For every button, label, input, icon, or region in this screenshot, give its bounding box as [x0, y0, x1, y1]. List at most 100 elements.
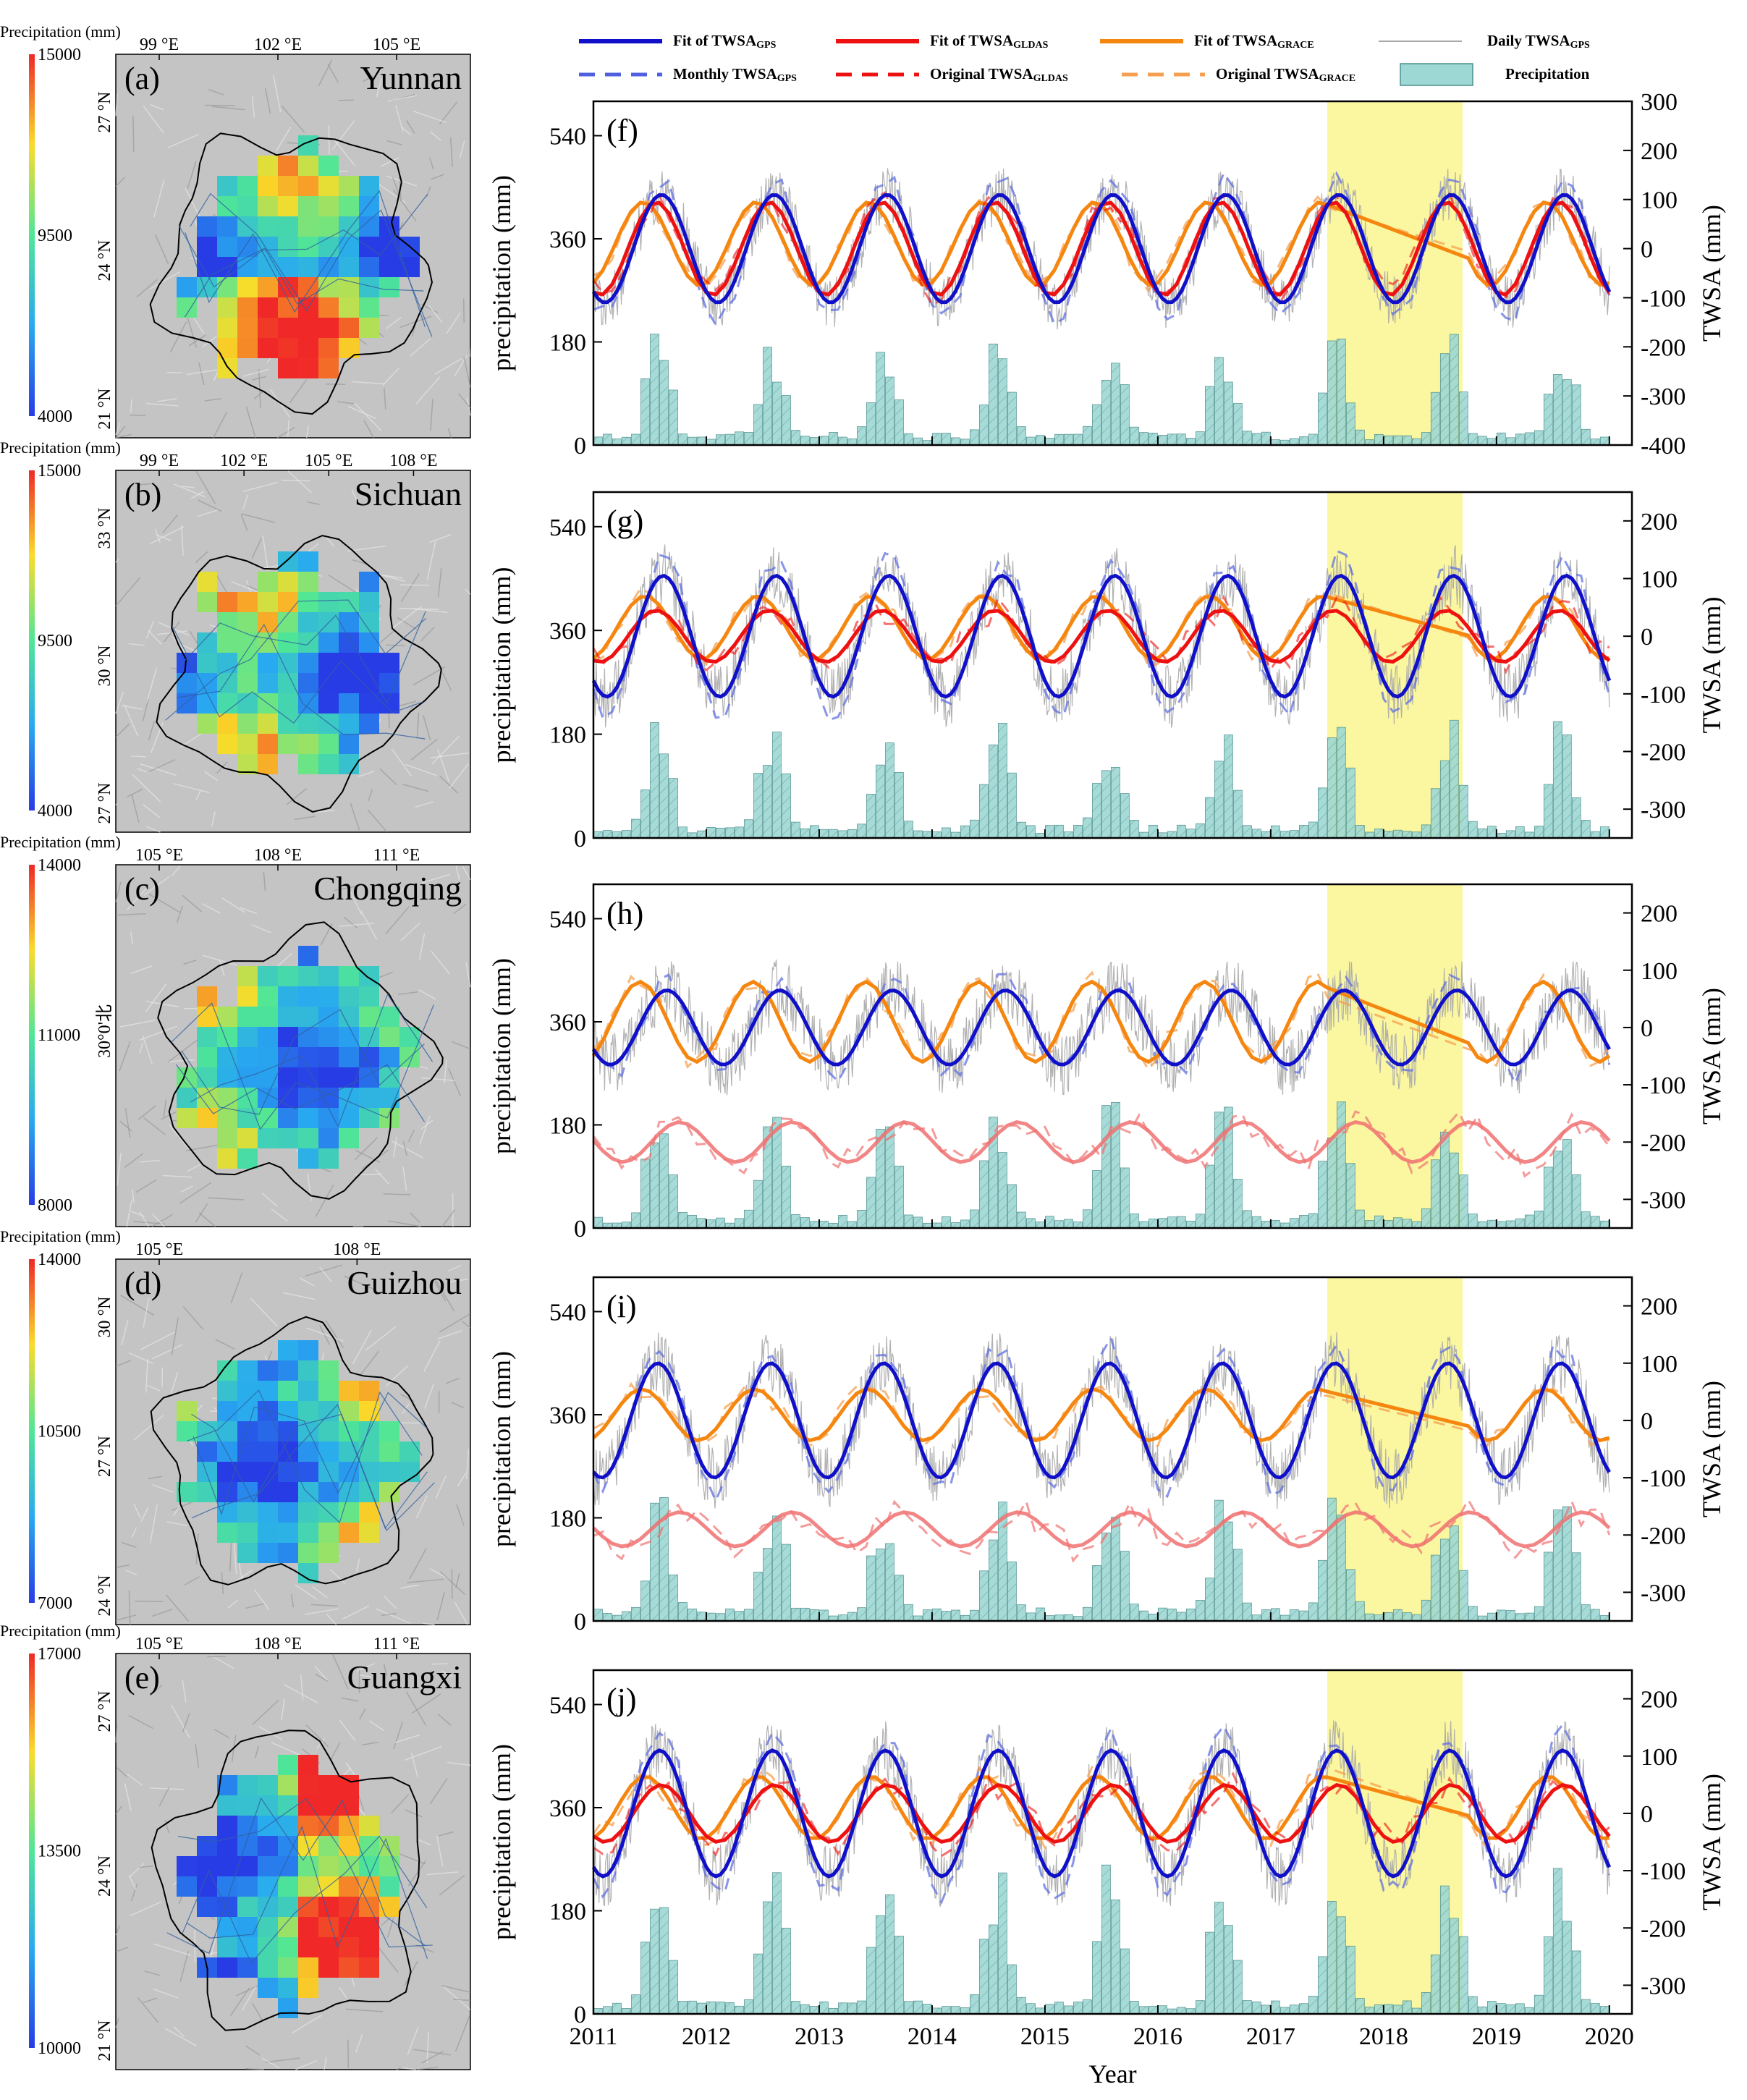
precip-bar [1515, 826, 1525, 839]
precip-grid-cell [298, 1128, 318, 1148]
relief-texture [404, 2067, 417, 2070]
precip-grid-cell [298, 1937, 318, 1957]
precip-bar [1242, 1602, 1252, 1622]
precip-bar [885, 376, 894, 446]
relief-texture [115, 803, 118, 805]
precip-grid-cell [379, 1482, 399, 1502]
relief-texture [429, 1568, 449, 1580]
precip-bar [1458, 1570, 1468, 1622]
relief-texture [115, 577, 141, 606]
precip-grid-cell [237, 1502, 258, 1523]
precip-bar [1392, 829, 1403, 839]
relief-texture [273, 75, 282, 113]
river-line [190, 192, 433, 337]
precip-bar [763, 1901, 772, 2015]
precip-bar [1279, 1614, 1290, 1622]
precip-bar [1158, 1607, 1167, 1622]
relief-texture [124, 1783, 132, 1811]
precip-bar [847, 438, 857, 446]
precip-grid-cell [298, 338, 318, 358]
precip-grid-cell [298, 673, 318, 693]
precip-bar [1186, 1608, 1196, 1622]
precip-bar [810, 437, 819, 446]
precip-grid-cell [197, 1108, 217, 1128]
precip-grid-cell [298, 1381, 318, 1401]
relief-texture [245, 406, 256, 439]
precip-bar [791, 1214, 800, 1229]
precip-grid-cell [217, 1523, 237, 1543]
latitude-tick: 27 °N [96, 1691, 114, 1732]
precip-bar [923, 2004, 932, 2015]
river-line [178, 611, 426, 704]
precip-grid-cell [339, 986, 359, 1007]
precip-bar [650, 1142, 659, 1229]
relief-texture [154, 234, 169, 265]
chart-panel-letter: (f) [606, 113, 638, 148]
precip-bar [753, 1180, 763, 1229]
relief-texture [251, 924, 271, 933]
precip-bar [1524, 1214, 1534, 1229]
relief-texture [138, 1105, 156, 1120]
relief-texture [182, 1680, 187, 1703]
precip-grid-cell [318, 156, 339, 176]
precip-grid-cell [298, 653, 318, 673]
precip-bar [857, 2000, 866, 2015]
relief-texture [388, 1220, 421, 1227]
relief-texture [132, 1221, 166, 1225]
precip-grid-cell [197, 1007, 217, 1027]
precip-bar [1468, 433, 1478, 446]
precip-bar [1223, 381, 1233, 446]
precip-bar [1599, 826, 1609, 839]
relief-texture [143, 804, 161, 818]
precip-grid-cell [237, 673, 258, 693]
precip-bar [744, 819, 753, 839]
relief-texture [182, 486, 195, 488]
relief-texture [188, 334, 206, 347]
precip-bar [678, 826, 688, 839]
relief-texture [139, 1025, 177, 1041]
relief-texture [457, 1472, 467, 1487]
precip-bar [1327, 340, 1337, 446]
precip-grid-cell [278, 1340, 298, 1360]
relief-texture [153, 179, 165, 218]
relief-texture [441, 1209, 456, 1227]
river-line [175, 1064, 426, 1122]
precip-grid-cell [359, 632, 379, 653]
relief-texture [120, 1295, 155, 1316]
plot-frame [592, 100, 1633, 446]
right-tick-label: 0 [1641, 1801, 1653, 1828]
precip-grid-cell [298, 237, 318, 257]
relief-texture [376, 78, 382, 97]
relief-texture [415, 801, 434, 808]
precip-grid-cell [339, 693, 359, 714]
fit-gldas-series [592, 1782, 1611, 1844]
precip-bar [1083, 817, 1092, 839]
precip-bar [1402, 435, 1412, 446]
relief-texture [211, 811, 216, 827]
precip-bar [1158, 2005, 1167, 2015]
precip-bar [1524, 1612, 1534, 1622]
precip-bar [1149, 2006, 1158, 2015]
precip-bar [1374, 829, 1384, 839]
precip-bar [1562, 1139, 1572, 1229]
precip-bar [622, 436, 631, 446]
precip-bar [744, 432, 753, 446]
precip-bar [932, 2007, 942, 2015]
precip-grid-cell [258, 1360, 278, 1381]
relief-texture [305, 1608, 339, 1615]
relief-texture [413, 666, 446, 686]
relief-texture [416, 712, 420, 740]
relief-texture [418, 989, 436, 1000]
precip-bar [838, 2002, 847, 2015]
precip-bar [1468, 1214, 1478, 1229]
relief-texture [116, 1766, 128, 1778]
relief-texture [286, 788, 308, 805]
precip-grid-cell [359, 592, 379, 612]
relief-texture [195, 551, 208, 563]
precip-bar [810, 825, 819, 839]
relief-texture [115, 1805, 122, 1815]
precip-bar [1392, 1609, 1403, 1622]
precip-bar [650, 334, 659, 446]
precip-bar [1430, 1554, 1440, 1622]
